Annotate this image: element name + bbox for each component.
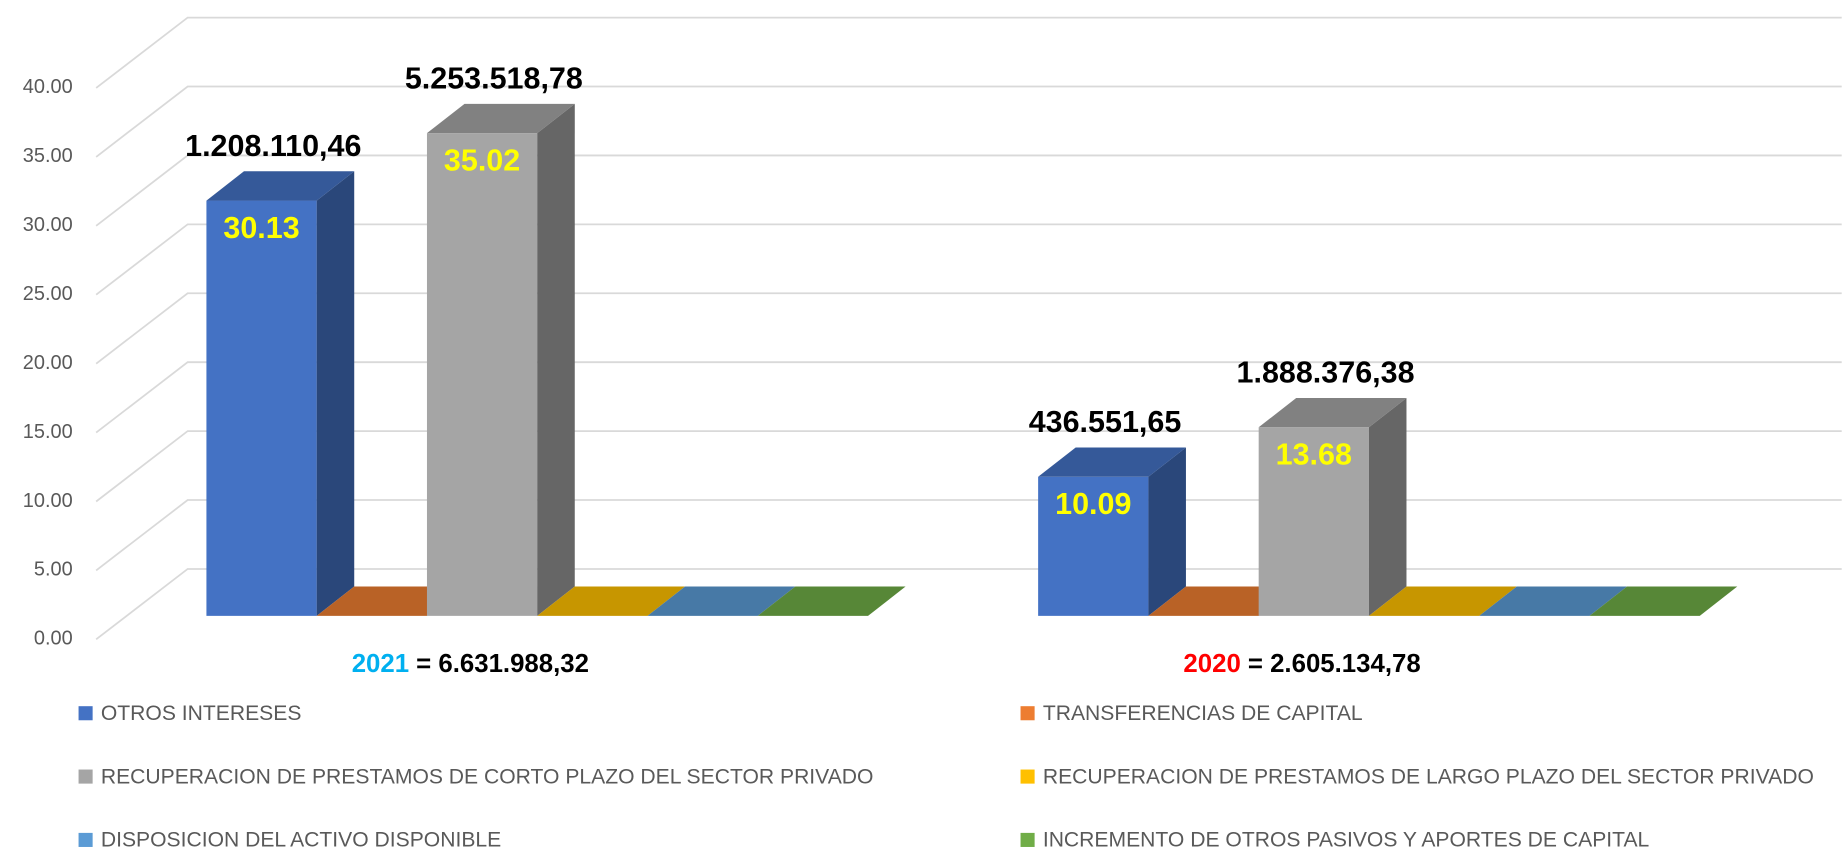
grid-line xyxy=(95,499,1842,572)
grid-line xyxy=(95,85,1842,158)
value-label: 30.13 xyxy=(223,211,299,245)
legend-label: RECUPERACION DE PRESTAMOS DE LARGO PLAZO… xyxy=(1043,765,1814,788)
category-total: = 6.631.988,32 xyxy=(416,650,589,678)
bar-top xyxy=(426,103,575,134)
bar-annotation: 1.208.110,46 xyxy=(185,129,361,163)
bar-top xyxy=(647,586,796,616)
grid-line xyxy=(95,430,1842,503)
legend-label: DISPOSICION DEL ACTIVO DISPONIBLE xyxy=(101,829,501,852)
legend-swatch xyxy=(78,769,93,784)
legend-swatch xyxy=(78,706,93,721)
bar-front xyxy=(1038,476,1149,616)
y-tick-label: 5.00 xyxy=(34,559,73,581)
bar-front xyxy=(1258,427,1369,616)
y-tick-label: 15.00 xyxy=(23,421,73,443)
bar xyxy=(1479,586,1628,616)
bar-side xyxy=(1368,397,1407,616)
bar-front xyxy=(206,200,317,616)
legend-swatch xyxy=(1020,832,1035,847)
bar xyxy=(537,586,686,616)
bar xyxy=(1038,447,1186,616)
bar xyxy=(757,586,906,616)
legend-label: OTROS INTERESES xyxy=(101,702,302,725)
category-year: 2020 xyxy=(1183,650,1240,678)
y-tick-label: 30.00 xyxy=(23,214,73,236)
bar xyxy=(1258,397,1407,616)
bar xyxy=(1589,586,1738,616)
bar xyxy=(426,103,575,616)
y-tick-label: 0.00 xyxy=(34,628,73,650)
bar-top xyxy=(206,171,355,201)
y-tick-label: 20.00 xyxy=(23,352,73,374)
y-tick-label: 35.00 xyxy=(23,145,73,167)
bar-top xyxy=(1368,586,1517,616)
bar-top xyxy=(1479,586,1628,616)
legend-swatch xyxy=(78,832,93,847)
value-label: 10.09 xyxy=(1055,487,1131,521)
legend-label: TRANSFERENCIAS DE CAPITAL xyxy=(1043,702,1363,725)
legend-swatch xyxy=(1020,706,1035,721)
y-tick-label: 40.00 xyxy=(23,76,73,98)
category-year: 2021 xyxy=(352,650,409,678)
y-tick-label: 25.00 xyxy=(23,283,73,305)
grid-line xyxy=(95,154,1842,227)
bar-top xyxy=(757,586,906,616)
bar-side xyxy=(537,103,575,616)
bar-top xyxy=(1038,447,1186,477)
bar-top xyxy=(1589,586,1738,616)
legend-swatch xyxy=(1020,769,1035,784)
bar xyxy=(1368,586,1517,616)
bar-top xyxy=(1258,397,1407,428)
bar xyxy=(206,171,355,616)
category-label: 2020 = 2.605.134,78 xyxy=(1183,650,1420,678)
bar-annotation: 1.888.376,38 xyxy=(1237,356,1415,390)
legend-label: RECUPERACION DE PRESTAMOS DE CORTO PLAZO… xyxy=(101,765,874,788)
grid-line xyxy=(95,292,1842,365)
category-label: 2021 = 6.631.988,32 xyxy=(352,650,589,678)
bar-side xyxy=(1148,447,1186,616)
bar-top xyxy=(537,586,686,616)
grid-line xyxy=(95,223,1842,296)
grid-line xyxy=(95,361,1842,434)
bar-annotation: 5.253.518,78 xyxy=(405,61,583,95)
bar-side xyxy=(316,171,355,616)
legend-label: INCREMENTO DE OTROS PASIVOS Y APORTES DE… xyxy=(1043,829,1650,852)
bar xyxy=(647,586,796,616)
category-total: = 2.605.134,78 xyxy=(1248,650,1421,678)
value-label: 35.02 xyxy=(444,144,520,178)
grid-line xyxy=(95,16,1842,89)
y-tick-label: 10.00 xyxy=(23,490,73,512)
bar-annotation: 436.551,65 xyxy=(1029,405,1182,439)
value-label: 13.68 xyxy=(1276,438,1352,472)
bar-front xyxy=(426,133,538,616)
